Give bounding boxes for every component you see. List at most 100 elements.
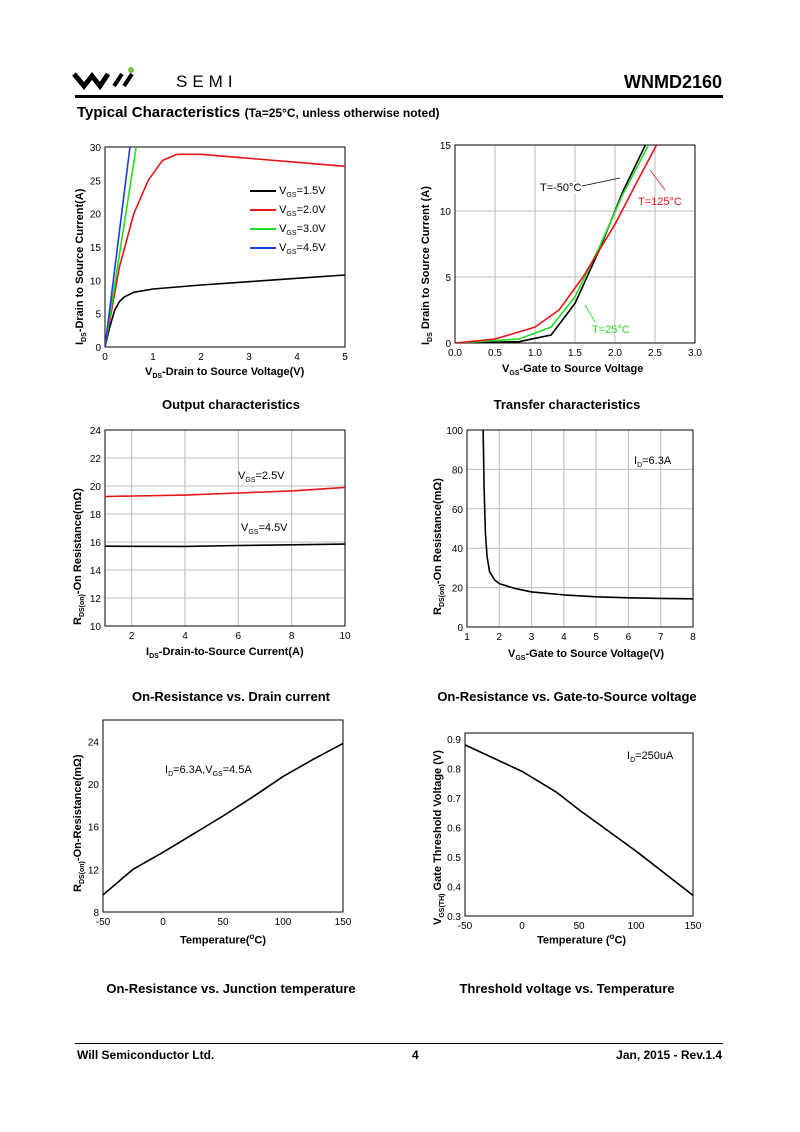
- y-tick-label: 18: [90, 510, 102, 521]
- series-line: [455, 145, 650, 343]
- x-tick-label: 50: [573, 921, 585, 932]
- chart-2: 0.0 0.5 1.0 1.5 2.0 2.5 3.0 0 5 10 15: [440, 141, 703, 359]
- x-tick-label: 150: [335, 917, 352, 928]
- y-tick-label: 15: [440, 141, 452, 152]
- chart2-ylabel: IDS Drain to Source Current (A): [420, 186, 434, 345]
- chart6-caption: Threshold voltage vs. Temperature: [459, 981, 675, 996]
- label-vgs-2-5: VGS=2.5V: [238, 470, 285, 484]
- y-tick-label: 25: [90, 176, 102, 187]
- chart2-xlabel: VGS-Gate to Source Voltage: [502, 363, 644, 377]
- y-tick-label: 20: [88, 780, 100, 791]
- label-t-25: T=25°C: [592, 324, 630, 336]
- label-id-6-3a: ID=6.3A: [634, 455, 672, 469]
- series-line: [482, 430, 693, 600]
- y-tick-label: 10: [90, 622, 102, 633]
- x-tick-label: 6: [626, 632, 632, 643]
- y-tick-label: 8: [93, 908, 99, 919]
- x-tick-label: -50: [458, 921, 473, 932]
- y-tick-label: 0.5: [447, 853, 461, 864]
- x-tick-label: 1: [150, 352, 156, 363]
- series-line: [455, 145, 647, 343]
- chart1-caption: Output characteristics: [162, 397, 300, 412]
- y-tick-label: 0.7: [447, 794, 461, 805]
- y-tick-label: 0: [457, 623, 463, 634]
- x-tick-label: 0.5: [488, 348, 502, 359]
- plot-frame: [454, 144, 696, 344]
- y-tick-label: 0.9: [447, 735, 461, 746]
- x-tick-label: 2: [497, 632, 503, 643]
- x-tick-label: 0.0: [448, 348, 462, 359]
- x-tick-label: 5: [593, 632, 599, 643]
- chart4-xlabel: VGS-Gate to Source Voltage(V): [508, 648, 665, 662]
- series-line: [105, 486, 345, 498]
- chart6-ylabel: VGS(TH) Gate Threshold Voltage (V): [432, 750, 446, 925]
- x-tick-label: 0: [160, 917, 166, 928]
- series-line: [455, 145, 658, 343]
- plot-frame: [104, 429, 346, 627]
- x-tick-label: 2: [129, 631, 135, 642]
- y-tick-label: 20: [90, 210, 102, 221]
- label-conditions: ID=6.3A,VGS=4.5A: [165, 764, 252, 778]
- y-tick-label: 100: [446, 426, 463, 437]
- chart1-xlabel: VDS-Drain to Source Voltage(V): [145, 366, 305, 380]
- y-tick-label: 0.6: [447, 823, 461, 834]
- arrow-t-25: [584, 304, 596, 323]
- y-tick-label: 0: [445, 339, 451, 350]
- y-tick-label: 5: [445, 273, 451, 284]
- x-tick-label: 3: [246, 352, 252, 363]
- x-tick-label: 150: [685, 921, 702, 932]
- x-tick-label: 2.5: [648, 348, 662, 359]
- x-tick-label: 4: [561, 632, 567, 643]
- y-tick-label: 20: [90, 482, 102, 493]
- arrow-t-minus50: [581, 177, 621, 187]
- legend-item: VGS=1.5V: [250, 184, 326, 203]
- chart3-caption: On-Resistance vs. Drain current: [132, 689, 330, 704]
- plot-frame: [102, 719, 344, 913]
- series-line: [105, 147, 131, 347]
- legend-item: VGS=3.0V: [250, 222, 326, 241]
- chart-1: 0 1 2 3 4 5 0 5 10 15 20 25 30: [90, 143, 348, 363]
- section-title-note: (Ta=25°C, unless otherwise noted): [244, 106, 440, 120]
- label-t-125: T=125°C: [638, 196, 682, 208]
- y-tick-label: 80: [452, 465, 464, 476]
- chart5-caption: On-Resistance vs. Junction temperature: [106, 981, 356, 996]
- series-line: [105, 543, 345, 548]
- arrow-t-125: [649, 169, 666, 191]
- header-divider: [75, 95, 723, 98]
- x-tick-label: 1: [464, 632, 470, 643]
- series-line: [465, 744, 693, 896]
- x-tick-label: 8: [289, 631, 295, 642]
- x-tick-label: -50: [96, 917, 111, 928]
- y-tick-label: 0.8: [447, 764, 461, 775]
- y-tick-label: 12: [90, 594, 102, 605]
- series-line: [103, 742, 343, 896]
- x-tick-label: 3.0: [688, 348, 702, 359]
- plot-frame: [466, 429, 694, 628]
- y-tick-label: 14: [90, 566, 102, 577]
- x-tick-label: 100: [275, 917, 292, 928]
- logo: [72, 66, 172, 95]
- x-tick-label: 0: [102, 352, 108, 363]
- chart-5: -50 0 50 100 150 8 12 16 20 24: [88, 719, 352, 928]
- x-tick-label: 100: [628, 921, 645, 932]
- x-tick-label: 1.0: [528, 348, 542, 359]
- chart4-caption: On-Resistance vs. Gate-to-Source voltage: [437, 689, 697, 704]
- y-tick-label: 16: [88, 823, 100, 834]
- label-t-minus50: T=-50°C: [540, 182, 582, 194]
- x-tick-label: 50: [217, 917, 229, 928]
- chart6-xlabel: Temperature (oC): [537, 932, 627, 947]
- part-number: WNMD2160: [623, 72, 722, 92]
- y-tick-label: 15: [90, 243, 102, 254]
- y-tick-label: 12: [88, 865, 100, 876]
- x-tick-label: 0: [519, 921, 525, 932]
- x-tick-label: 7: [658, 632, 664, 643]
- y-tick-label: 24: [90, 426, 102, 437]
- y-tick-label: 10: [90, 276, 102, 287]
- chart1-ylabel: IDS-Drain to Source Current(A): [74, 188, 88, 345]
- x-tick-label: 6: [236, 631, 242, 642]
- chart3-xlabel: IDS-Drain-to-Source Current(A): [146, 646, 304, 660]
- x-tick-label: 5: [342, 352, 348, 363]
- x-tick-label: 1.5: [568, 348, 582, 359]
